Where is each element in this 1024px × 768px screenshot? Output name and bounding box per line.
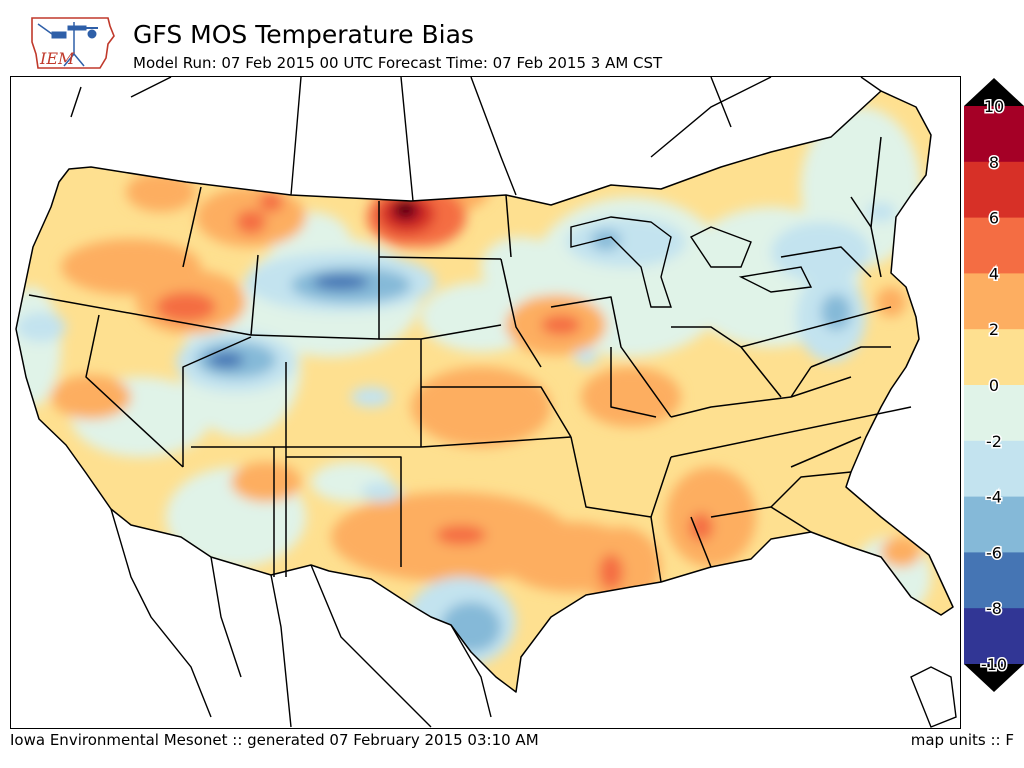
colorbar-under-arrow (964, 664, 1024, 692)
colorbar-tick-label: 6 (989, 209, 999, 228)
colorbar-tick-label: -2 (986, 432, 1002, 451)
colorbar-tick-label: -4 (986, 488, 1002, 507)
colorbar-bin (964, 329, 1024, 386)
colorbar-tick-label: -8 (986, 599, 1002, 618)
weather-station-icon (37, 22, 98, 67)
colorbar-bins (964, 78, 1024, 692)
colorbar-tick-label: 4 (989, 264, 999, 283)
great-lakes (570, 216, 813, 308)
bias-minus-6-to-minus-8 (208, 274, 369, 368)
us-outline (15, 90, 954, 693)
colorbar-tick-label: 8 (989, 153, 999, 172)
state-boundaries (15, 90, 954, 693)
colorbar-bin (964, 161, 1024, 219)
mexico-lines (110, 508, 492, 728)
colorbar-bin (964, 440, 1024, 498)
colorbar-bin (964, 385, 1024, 442)
colorbar-tick-label: 10 (984, 97, 1004, 116)
colorbar-tick-label: 2 (989, 320, 999, 339)
bias-map (15, 77, 957, 728)
footer-units: map units :: F (910, 731, 1014, 749)
map-subtitle: Model Run: 07 Feb 2015 00 UTC Forecast T… (133, 54, 663, 72)
map-panel (10, 76, 961, 729)
map-title: GFS MOS Temperature Bias (133, 20, 474, 49)
newfoundland (910, 666, 957, 728)
colorbar-tick-label: -10 (981, 655, 1007, 674)
colorbar-bin (964, 217, 1024, 274)
colorbar-bin (964, 496, 1024, 553)
logo-text: IEM (39, 49, 75, 68)
canada-lines (70, 77, 882, 202)
colorbar: 10 8 6 4 2 0 -2 -4 -6 -8 -10 (964, 78, 1024, 692)
colorbar-bin (964, 106, 1024, 163)
colorbar-ticks: 10 8 6 4 2 0 -2 -4 -6 -8 -10 (979, 96, 1008, 676)
iem-logo: IEM (31, 17, 115, 69)
footer-credit: Iowa Environmental Mesonet :: generated … (10, 731, 539, 749)
bias-maximum (367, 187, 451, 247)
colorbar-bin (964, 608, 1024, 665)
colorbar-bin (964, 273, 1024, 330)
colorbar-tick-label: -6 (986, 543, 1002, 562)
border-lines (70, 77, 957, 728)
bias-field (16, 91, 953, 692)
colorbar-over-arrow (964, 78, 1024, 106)
colorbar-bin (964, 552, 1024, 609)
colorbar-tick-label: 0 (989, 376, 999, 395)
